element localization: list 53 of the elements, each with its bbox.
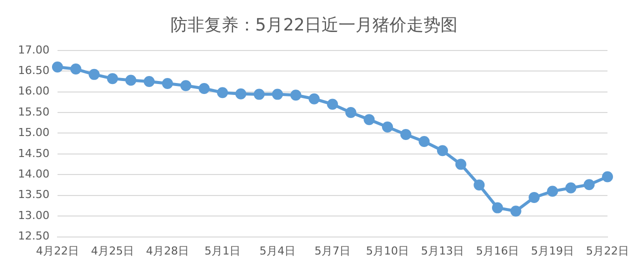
point — [492, 202, 503, 214]
x-tick-label: 5月7日 — [314, 244, 350, 258]
y-tick-label: 16.50 — [18, 64, 50, 77]
x-tick-label: 5月13日 — [421, 244, 464, 258]
y-tick-label: 12.50 — [18, 230, 50, 243]
chart-title: 防非复养：5月22日近一月猪价走势图 — [170, 16, 458, 36]
y-tick-label: 14.50 — [18, 146, 50, 160]
point — [180, 80, 192, 92]
x-tick-label: 4月25日 — [90, 244, 134, 258]
point — [235, 88, 246, 100]
point — [437, 145, 448, 156]
x-tick-label: 5月4日 — [259, 244, 296, 258]
x-tick-label: 5月16日 — [476, 244, 519, 258]
point — [345, 107, 356, 118]
point — [565, 182, 576, 194]
x-tick-label: 5月22日 — [586, 244, 629, 258]
point — [162, 78, 173, 90]
point — [106, 73, 118, 84]
point — [326, 98, 338, 110]
point — [382, 122, 393, 133]
point — [125, 74, 136, 86]
y-tick-label: 13.50 — [18, 188, 50, 202]
point — [602, 171, 613, 182]
point — [584, 179, 595, 190]
point — [290, 90, 302, 101]
point — [52, 61, 63, 72]
y-tick-label: 15.00 — [18, 126, 50, 140]
point — [254, 88, 265, 100]
y-tick-label: 15.50 — [18, 105, 50, 118]
point — [455, 158, 466, 170]
x-tick-label: 5月1日 — [204, 244, 240, 258]
x-tick-label: 4月28日 — [146, 244, 189, 258]
y-tick-label: 13.00 — [18, 208, 50, 222]
x-tick-label: 5月10日 — [366, 244, 409, 258]
point — [216, 87, 228, 98]
x-tick-label: 5月19日 — [531, 244, 574, 258]
point — [547, 186, 558, 197]
point — [474, 180, 485, 191]
x-tick-label: 4月22日 — [36, 244, 79, 258]
point — [510, 206, 522, 217]
y-tick-label: 17.00 — [18, 43, 50, 56]
point — [308, 93, 320, 104]
point — [198, 83, 210, 94]
point — [364, 114, 375, 126]
point — [418, 136, 430, 148]
point — [70, 64, 82, 75]
point — [272, 88, 283, 100]
point — [528, 192, 540, 203]
point — [400, 128, 412, 140]
y-tick-label: 14.00 — [18, 168, 50, 181]
point — [88, 68, 100, 80]
point — [144, 76, 155, 87]
y-tick-label: 16.00 — [18, 84, 50, 98]
